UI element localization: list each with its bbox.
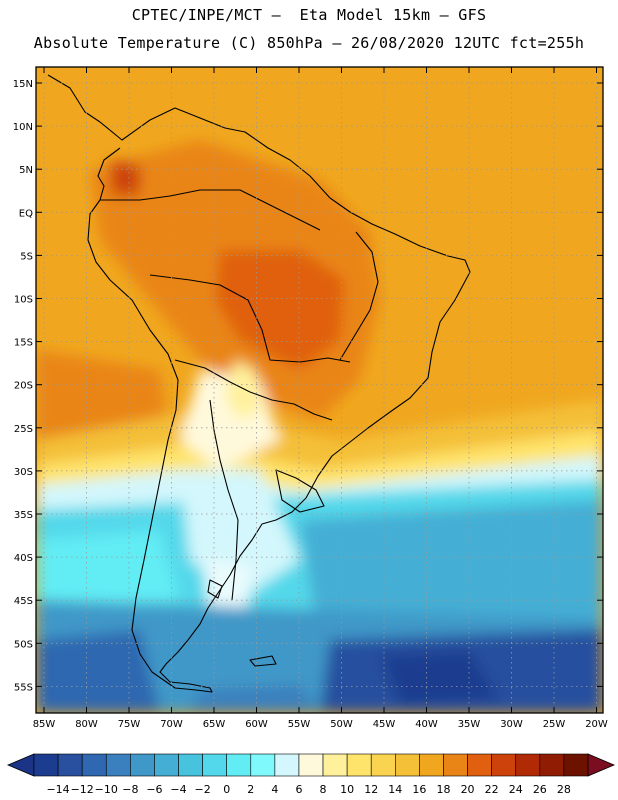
colorbar-label: 24 bbox=[509, 783, 523, 796]
colorbar-label: 22 bbox=[485, 783, 499, 796]
colorbar-swatch bbox=[178, 753, 203, 777]
lon-label: 80W bbox=[75, 719, 98, 730]
lon-label: 55W bbox=[288, 719, 311, 730]
lon-label: 70W bbox=[160, 719, 183, 730]
map-title-line-2: Absolute Temperature (C) 850hPa – 26/08/… bbox=[33, 34, 585, 52]
colorbar-label: 18 bbox=[436, 783, 450, 796]
colorbar-label: 2 bbox=[247, 783, 254, 796]
colorbar-label: 10 bbox=[340, 783, 354, 796]
lon-label: 30W bbox=[500, 719, 523, 730]
axis-ticks bbox=[36, 67, 603, 713]
colorbar-swatch bbox=[515, 753, 541, 777]
colorbar-label: 12 bbox=[364, 783, 378, 796]
lat-label: 5N bbox=[19, 165, 33, 176]
colorbar-swatch bbox=[274, 753, 300, 777]
colorbar-label: 0 bbox=[223, 783, 230, 796]
colorbar-label: 16 bbox=[412, 783, 426, 796]
colorbar-swatch bbox=[250, 753, 276, 777]
map-frame bbox=[35, 66, 604, 714]
lon-label: 85W bbox=[33, 719, 56, 730]
lat-label: 40S bbox=[14, 553, 33, 564]
colorbar-swatch bbox=[298, 753, 324, 777]
lat-label: 15S bbox=[14, 338, 33, 349]
colorbar-swatch bbox=[57, 753, 83, 777]
colorbar-label: −10 bbox=[95, 783, 118, 796]
colorbar-label: −8 bbox=[122, 783, 138, 796]
colorbar-swatch bbox=[491, 753, 517, 777]
longitude-axis: 85W 80W 75W 70W 65W 60W 55W 50W 45W 40W 35W 30W 25W 2… bbox=[33, 719, 608, 730]
colorbar-label: 6 bbox=[295, 783, 302, 796]
colorbar-label: 14 bbox=[388, 783, 402, 796]
lon-label: 75W bbox=[118, 719, 141, 730]
colorbar-label: 20 bbox=[461, 783, 475, 796]
colorbar-swatch bbox=[539, 753, 565, 777]
colorbar-label: 4 bbox=[271, 783, 278, 796]
colorbar-swatch bbox=[33, 753, 59, 777]
colorbar-over-arrow bbox=[587, 753, 616, 777]
colorbar-label: 28 bbox=[557, 783, 571, 796]
colorbar-label: 26 bbox=[533, 783, 547, 796]
lat-label: EQ bbox=[19, 208, 33, 219]
colorbar-swatch bbox=[467, 753, 492, 777]
lon-label: 20W bbox=[585, 719, 608, 730]
map-title-line-1: CPTEC/INPE/MCT – Eta Model 15km – GFS bbox=[131, 6, 487, 24]
lat-label: 20S bbox=[14, 381, 33, 392]
temperature-field bbox=[36, 67, 603, 713]
lat-label: 10S bbox=[14, 295, 33, 306]
lat-label: 45S bbox=[14, 596, 33, 607]
colorbar: −14 −12 −10 −8 −6 −4 −2 0 2 4 6 8 10 12 14 16 18 20 22 24 26… bbox=[6, 753, 616, 796]
lon-label: 60W bbox=[245, 719, 268, 730]
colorbar-swatch bbox=[563, 753, 589, 777]
lat-label: 55S bbox=[14, 682, 33, 693]
lon-label: 45W bbox=[373, 719, 396, 730]
colorbar-swatch bbox=[202, 753, 227, 777]
colorbar-swatch bbox=[226, 753, 252, 777]
colorbar-under-arrow bbox=[6, 753, 35, 777]
lon-label: 65W bbox=[203, 719, 226, 730]
lat-label: 30S bbox=[14, 467, 33, 478]
colorbar-label: −4 bbox=[170, 783, 186, 796]
lat-label: 35S bbox=[14, 510, 33, 521]
lon-label: 40W bbox=[415, 719, 438, 730]
colorbar-swatch bbox=[81, 753, 107, 777]
colorbar-label: −6 bbox=[146, 783, 162, 796]
lon-label: 25W bbox=[543, 719, 566, 730]
colorbar-swatch bbox=[322, 753, 348, 777]
lat-label: 10N bbox=[13, 122, 33, 133]
colorbar-swatch bbox=[419, 753, 444, 777]
lat-label: 50S bbox=[14, 639, 33, 650]
lat-label: 15N bbox=[13, 79, 33, 90]
colorbar-swatch bbox=[395, 753, 420, 777]
colorbar-swatch bbox=[130, 753, 155, 777]
lat-label: 5S bbox=[20, 251, 33, 262]
colorbar-swatch bbox=[346, 753, 372, 777]
colorbar-swatch bbox=[154, 753, 179, 777]
colorbar-label: −12 bbox=[71, 783, 94, 796]
colorbar-label: −14 bbox=[46, 783, 69, 796]
colorbar-swatch bbox=[105, 753, 131, 777]
lat-label: 25S bbox=[14, 424, 33, 435]
colorbar-label: 8 bbox=[320, 783, 327, 796]
latitude-axis: 15N 10N 5N EQ 5S 10S 15S 20S 25S 30S 35S 40S 45S 50S 5… bbox=[13, 79, 33, 693]
colorbar-swatch bbox=[370, 753, 396, 777]
lon-label: 35W bbox=[458, 719, 481, 730]
lon-label: 50W bbox=[330, 719, 353, 730]
coastline bbox=[47, 74, 471, 693]
colorbar-swatch bbox=[443, 753, 468, 777]
colorbar-label: −2 bbox=[194, 783, 210, 796]
